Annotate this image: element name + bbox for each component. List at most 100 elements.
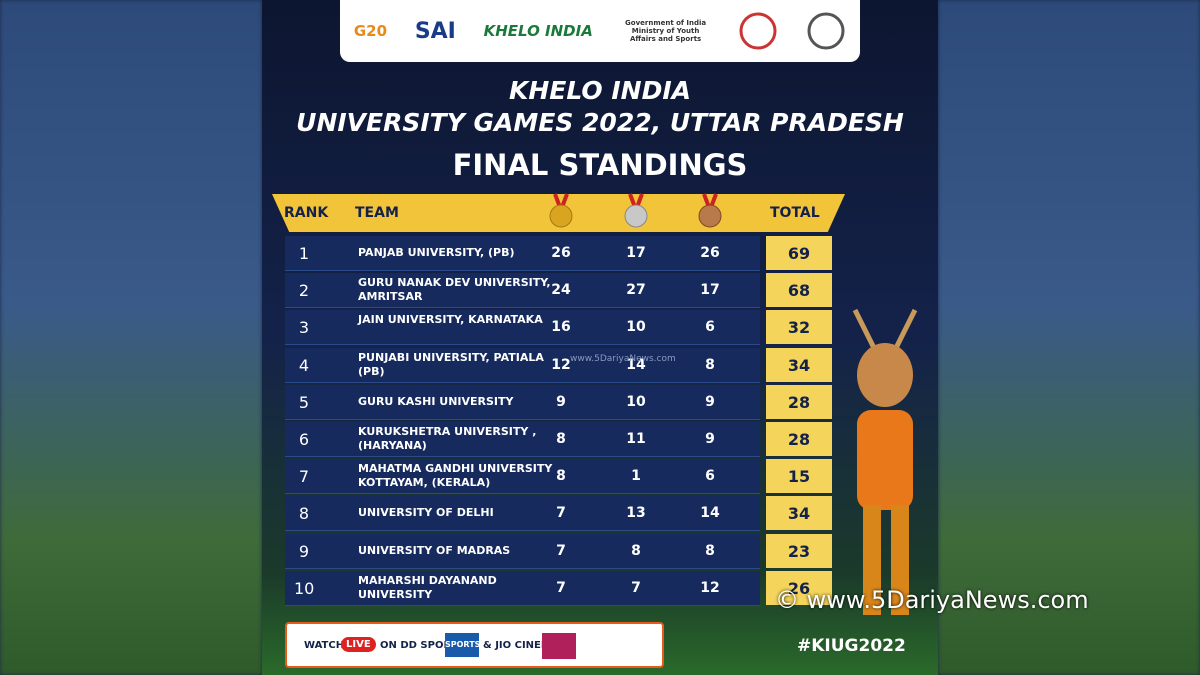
- table-row: [285, 422, 760, 457]
- rank: 9: [298, 541, 310, 561]
- team-name: PUNJABI UNIVERSITY, PATIALA (PB): [358, 350, 544, 378]
- medal-count: 26: [700, 245, 720, 261]
- logo-strip: G20 SAI KHELO INDIA Government of India M…: [340, 0, 860, 62]
- medal-count: 1: [631, 468, 641, 485]
- total: 68: [787, 281, 811, 301]
- medal-count: 24: [551, 282, 571, 299]
- rank: 8: [298, 504, 310, 524]
- rank: 10: [294, 578, 315, 598]
- cinema-logo: [542, 633, 576, 659]
- total-cell: [766, 570, 832, 605]
- table-row: [285, 273, 760, 309]
- title-line: UNIVERSITY GAMES 2022, UTTAR PRADESH: [296, 108, 904, 137]
- team-name: PANJAB UNIVERSITY, (PB): [358, 246, 515, 259]
- total-cell: [766, 310, 832, 345]
- team-name: KURUKSHETRA UNIVERSITY , (HARYANA): [358, 425, 537, 452]
- table-row: [285, 310, 760, 346]
- team-name: MAHARSHI DAYANAND UNIVERSITY: [358, 573, 497, 601]
- medal-count: 8: [556, 468, 566, 485]
- table-row: [285, 347, 760, 383]
- medal-count: 7: [556, 579, 566, 596]
- team-name: MAHATMA GANDHI UNIVERSITY KOTTAYAM, (KER…: [358, 462, 553, 490]
- table-row: [285, 384, 760, 420]
- live-badge: LIVE: [341, 637, 376, 652]
- total: 28: [787, 430, 811, 449]
- medal-count: 7: [631, 579, 641, 596]
- medal-count: 17: [626, 245, 646, 261]
- column-header: RANK: [284, 205, 329, 221]
- medal-count: 8: [705, 542, 715, 559]
- medal-count: 7: [556, 542, 566, 559]
- team-name: GURU NANAK DEV UNIVERSITY, AMRITSAR: [358, 276, 551, 304]
- table-row: [285, 459, 760, 495]
- total-cell: [766, 459, 832, 494]
- total-cell: [766, 273, 832, 308]
- channel-logo: SPORTS: [445, 633, 480, 657]
- total: 34: [787, 504, 811, 524]
- total: 15: [787, 467, 811, 487]
- medal-count: 14: [700, 505, 720, 522]
- rank: 5: [298, 392, 310, 412]
- watermark: © www.5DariyaNews.com: [775, 586, 1089, 614]
- title-line: KHELO INDIA: [509, 76, 691, 105]
- total: 69: [787, 244, 811, 263]
- medal-count: 9: [705, 431, 715, 447]
- medal-icons: [549, 193, 722, 228]
- medal-count: 12: [700, 579, 720, 596]
- medal-count: 8: [556, 431, 566, 447]
- emblem: [807, 12, 845, 50]
- total: 26: [787, 578, 811, 598]
- medal-count: 10: [626, 393, 646, 410]
- medal-count: 9: [556, 393, 566, 410]
- medal-count: 26: [551, 245, 571, 261]
- rank: 7: [298, 467, 310, 487]
- table-row: [285, 533, 760, 569]
- total-cell: [766, 347, 832, 382]
- team-name: UNIVERSITY OF DELHI: [358, 506, 494, 520]
- total: 34: [787, 355, 811, 375]
- medal-count: 11: [626, 431, 646, 447]
- medal-count: 6: [705, 319, 715, 336]
- medal-count: 13: [626, 505, 646, 522]
- table-row: [285, 236, 760, 271]
- footer-text: ON DD SPORTS: [380, 640, 465, 651]
- medal-count: 6: [705, 468, 715, 485]
- column-header: TOTAL: [770, 205, 820, 221]
- medal-count: 8: [705, 356, 715, 373]
- logo-text: Ministry of Youth Affairs and Sports: [629, 27, 702, 43]
- mascot: [852, 308, 918, 615]
- team-name: GURU KASHI UNIVERSITY: [358, 394, 514, 408]
- total-cell: [766, 384, 832, 419]
- total-cell: [766, 533, 832, 568]
- blurred-background: [938, 0, 1200, 675]
- total: 23: [787, 541, 811, 561]
- logo: G20: [353, 22, 388, 40]
- rank: 4: [298, 355, 310, 375]
- total: 32: [787, 318, 811, 338]
- medal-count: 27: [626, 282, 646, 299]
- rank: 1: [298, 244, 310, 263]
- rank: 6: [298, 430, 310, 449]
- medal-count: 8: [631, 542, 641, 559]
- total-cell: [766, 422, 832, 456]
- footer-text: WATCH: [304, 640, 345, 651]
- footer-text: & JIO CINEMA: [483, 640, 559, 651]
- total-cell: [766, 236, 832, 270]
- logo-text: Government of India: [625, 19, 707, 27]
- total-cell: [766, 496, 832, 531]
- table-row: [285, 496, 760, 532]
- table-row: [285, 570, 760, 606]
- medal-count: 9: [705, 393, 715, 410]
- logo: KHELO INDIA: [483, 22, 593, 40]
- medal-count: 17: [700, 282, 720, 299]
- logo: Government of India Ministry of Youth Aff…: [621, 19, 711, 43]
- team-name: UNIVERSITY OF MADRAS: [358, 543, 511, 557]
- emblem: [739, 12, 777, 50]
- subtitle: FINAL STANDINGS: [452, 148, 748, 182]
- rank: 2: [298, 281, 310, 301]
- medal-count: 14: [626, 356, 646, 373]
- column-header: TEAM: [355, 205, 399, 221]
- rank: 3: [298, 318, 310, 338]
- medal-count: 12: [551, 356, 571, 373]
